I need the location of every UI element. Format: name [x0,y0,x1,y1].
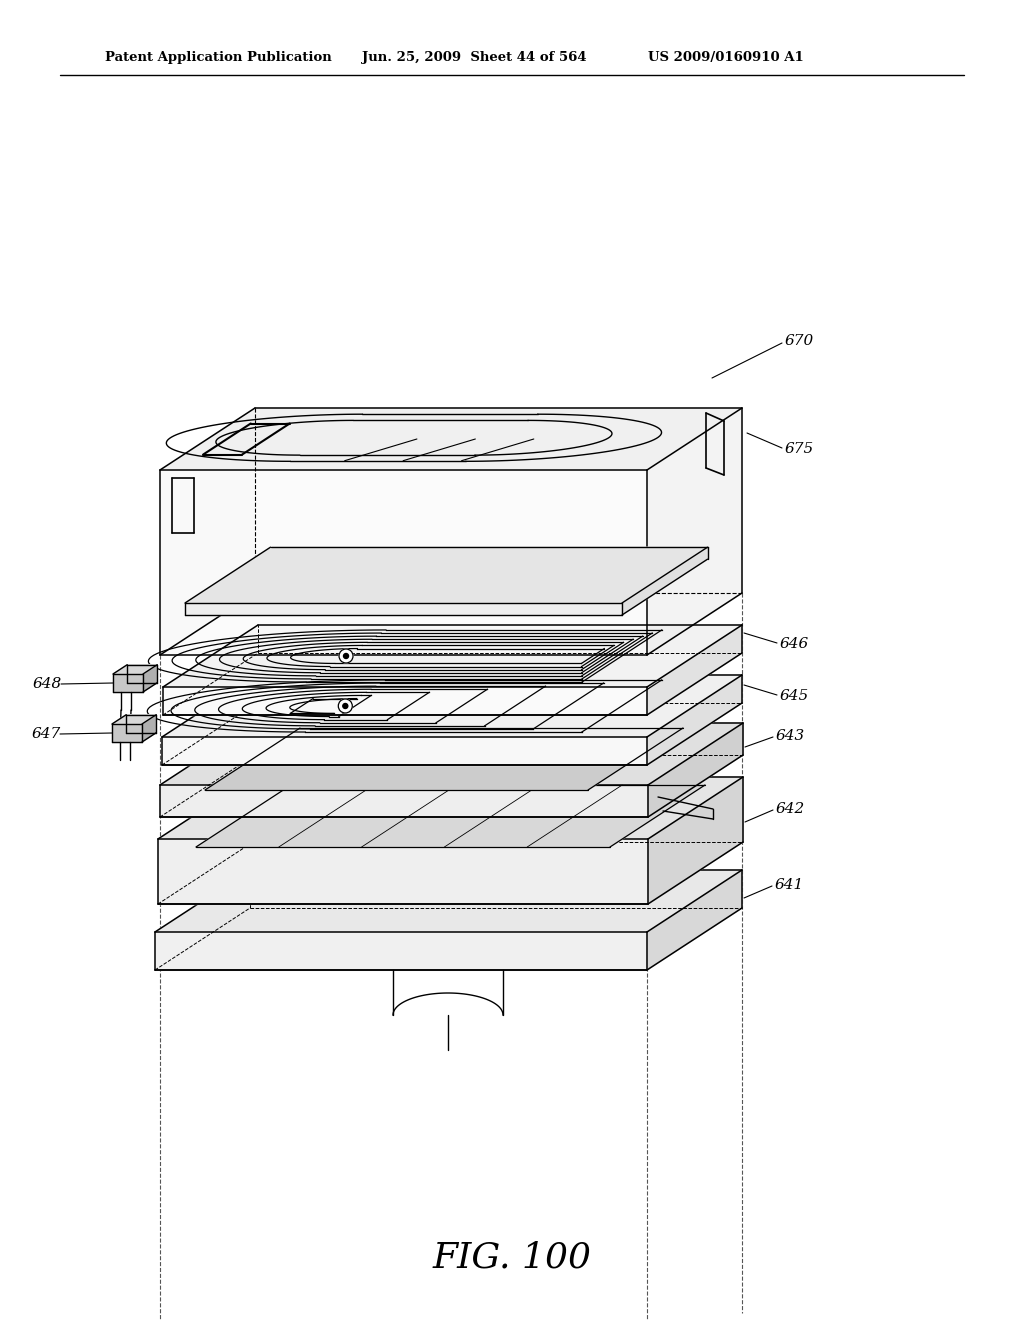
Polygon shape [160,408,255,655]
Polygon shape [160,723,743,785]
Polygon shape [155,932,647,970]
Text: 648: 648 [33,677,62,690]
Text: 642: 642 [776,803,805,816]
Polygon shape [113,675,143,692]
Polygon shape [112,723,142,742]
Polygon shape [155,870,742,932]
Polygon shape [162,675,742,737]
Text: 675: 675 [785,442,814,455]
Polygon shape [647,675,742,766]
Polygon shape [160,408,742,470]
Polygon shape [185,548,708,603]
Polygon shape [158,840,648,904]
Polygon shape [647,870,742,970]
Polygon shape [113,665,158,675]
Circle shape [339,649,353,663]
Text: FIG. 100: FIG. 100 [432,1241,592,1275]
Text: 647: 647 [32,727,61,741]
Polygon shape [647,624,742,715]
Circle shape [338,700,352,713]
Polygon shape [648,777,743,904]
Text: Patent Application Publication: Patent Application Publication [105,50,332,63]
Polygon shape [142,714,157,742]
Polygon shape [112,714,157,723]
Text: 641: 641 [775,878,804,892]
Polygon shape [160,785,648,817]
Polygon shape [143,665,158,692]
Polygon shape [622,548,708,615]
Text: 646: 646 [780,638,809,651]
Text: Jun. 25, 2009  Sheet 44 of 564: Jun. 25, 2009 Sheet 44 of 564 [362,50,587,63]
Polygon shape [648,723,743,817]
Polygon shape [158,777,743,840]
Text: US 2009/0160910 A1: US 2009/0160910 A1 [648,50,804,63]
Polygon shape [196,785,705,847]
Circle shape [343,704,348,709]
Polygon shape [163,686,647,715]
Polygon shape [185,603,622,615]
Text: 645: 645 [780,689,809,704]
Circle shape [343,653,348,659]
Polygon shape [162,737,647,766]
Polygon shape [205,729,683,789]
Polygon shape [160,470,647,655]
Text: 643: 643 [776,729,805,743]
Polygon shape [163,624,742,686]
Polygon shape [647,408,742,655]
Text: 670: 670 [785,334,814,348]
